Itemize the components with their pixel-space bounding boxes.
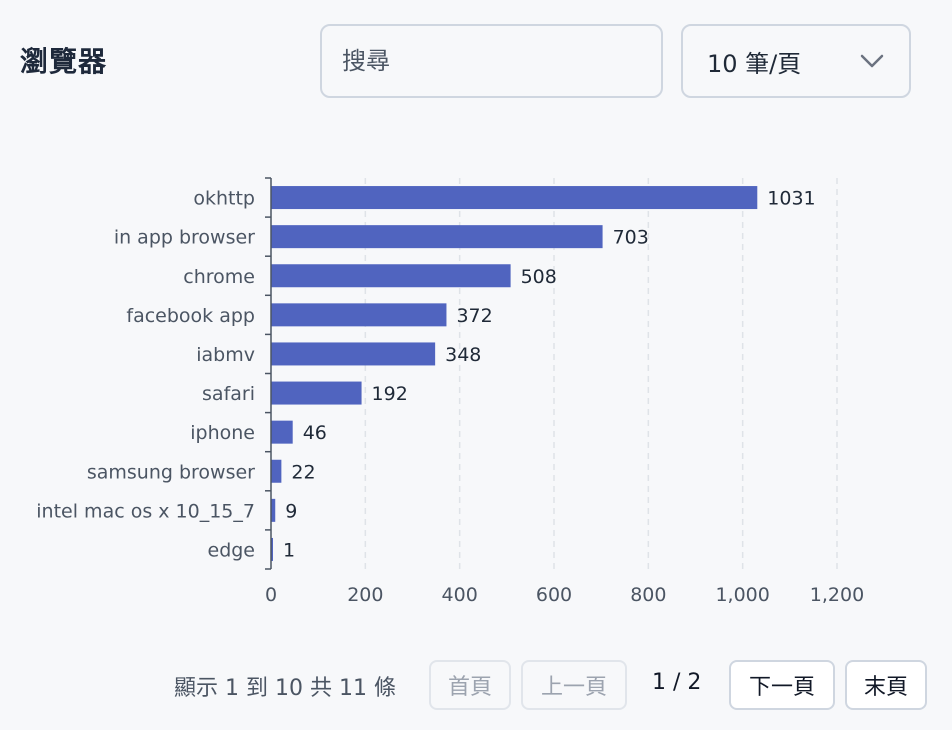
- data-label: 1031: [767, 188, 815, 210]
- category-label: iabmv: [196, 344, 255, 366]
- category-label: intel mac os x 10_15_7: [36, 500, 255, 522]
- category-label: samsung browser: [87, 461, 255, 483]
- page-title: 瀏覽器: [20, 45, 108, 78]
- data-label: 703: [613, 227, 649, 249]
- x-tick-label: 800: [630, 584, 666, 606]
- last-page-button[interactable]: 末頁: [845, 660, 927, 710]
- category-label: in app browser: [114, 227, 255, 249]
- x-tick-label: 1,200: [810, 584, 864, 606]
- data-label: 508: [521, 266, 557, 288]
- data-label: 46: [303, 422, 327, 444]
- chevron-down-icon: [860, 54, 884, 68]
- category-label: okhttp: [193, 188, 255, 210]
- page-size-select[interactable]: 10 筆/頁: [681, 24, 911, 98]
- page-size-value: 10 筆/頁: [707, 49, 802, 78]
- x-tick-label: 600: [536, 584, 572, 606]
- bar: [271, 303, 447, 327]
- next-page-button[interactable]: 下一頁: [729, 660, 835, 710]
- category-label: safari: [202, 383, 255, 405]
- pagination-info: 顯示 1 到 10 共 11 條: [174, 676, 396, 701]
- bar: [271, 342, 436, 366]
- data-label: 348: [445, 344, 481, 366]
- bar: [271, 381, 362, 405]
- search-input[interactable]: [320, 24, 663, 98]
- x-tick-label: 1,000: [715, 584, 769, 606]
- bar: [271, 420, 293, 444]
- bar: [271, 459, 282, 483]
- x-tick-label: 400: [442, 584, 478, 606]
- bar: [271, 537, 273, 561]
- bar: [271, 264, 511, 288]
- category-label: edge: [208, 539, 256, 561]
- x-tick-label: 0: [265, 584, 277, 606]
- data-label: 1: [283, 539, 295, 561]
- data-label: 22: [291, 461, 315, 483]
- category-label: facebook app: [126, 305, 255, 327]
- bar: [271, 186, 758, 210]
- x-tick-label: 200: [347, 584, 383, 606]
- data-label: 192: [372, 383, 408, 405]
- prev-page-button[interactable]: 上一頁: [521, 660, 627, 710]
- category-label: iphone: [190, 422, 255, 444]
- browser-bar-chart: okhttp 1031 in app browser 703 chrome 508 face…: [36, 177, 864, 606]
- data-label: 9: [285, 500, 297, 522]
- page-indicator: 1 / 2: [652, 670, 702, 695]
- first-page-button[interactable]: 首頁: [429, 660, 511, 710]
- bar: [271, 225, 603, 249]
- data-label: 372: [456, 305, 492, 327]
- bar: [271, 498, 276, 522]
- category-label: chrome: [183, 266, 255, 288]
